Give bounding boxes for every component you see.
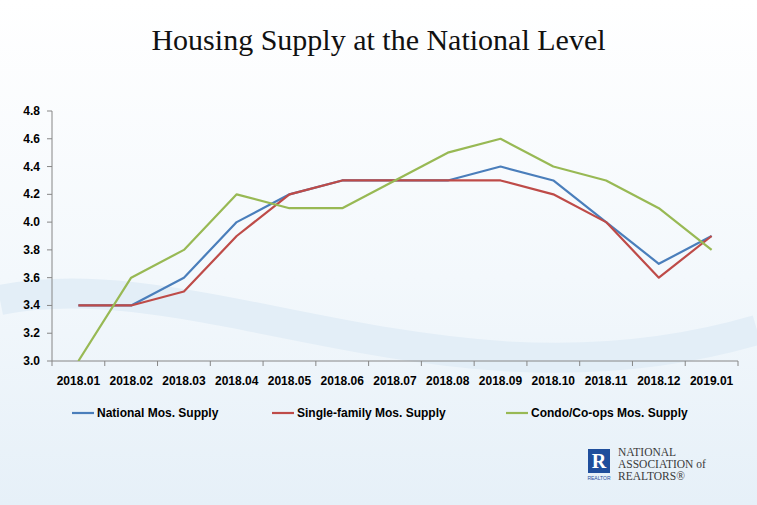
logo-mark: R	[592, 450, 607, 472]
y-tick	[47, 194, 52, 195]
legend-swatch	[272, 412, 294, 414]
series-group	[78, 139, 711, 361]
y-tick	[47, 277, 52, 278]
y-tick	[47, 166, 52, 167]
series-line	[78, 139, 711, 361]
x-tick	[315, 361, 316, 366]
y-tick-label: 3.2	[23, 326, 40, 340]
legend-swatch	[506, 412, 528, 414]
legend-swatch	[72, 412, 94, 414]
logo-text: REALTORS®	[618, 470, 685, 482]
y-tick-label: 4.6	[23, 132, 40, 146]
x-tick-label: 2018.09	[479, 374, 523, 388]
y-tick-label: 3.4	[23, 298, 40, 312]
y-tick-label: 3.0	[23, 354, 40, 368]
y-tick-label: 3.8	[23, 243, 40, 257]
y-tick	[47, 305, 52, 306]
x-tick	[368, 361, 369, 366]
logo-text: ASSOCIATION of	[618, 458, 706, 470]
y-tick	[47, 333, 52, 334]
y-tick-label: 4.0	[23, 215, 40, 229]
y-tick-label: 4.4	[23, 160, 40, 174]
x-tick-label: 2018.11	[585, 374, 628, 388]
x-tick	[263, 361, 264, 366]
series-line	[78, 167, 711, 306]
page: {"chart_data": {"type": "line", "title":…	[0, 0, 757, 505]
x-tick	[52, 361, 53, 366]
x-tick	[579, 361, 580, 366]
y-tick	[47, 138, 52, 139]
x-axis	[52, 361, 738, 362]
x-tick	[104, 361, 105, 366]
legend-label: National Mos. Supply	[97, 406, 219, 420]
x-tick	[474, 361, 475, 366]
y-tick	[47, 111, 52, 112]
series-line	[78, 180, 711, 305]
x-tick	[526, 361, 527, 366]
y-tick	[47, 222, 52, 223]
background	[0, 0, 757, 505]
x-tick	[632, 361, 633, 366]
x-tick-label: 2018.12	[637, 374, 681, 388]
x-tick	[210, 361, 211, 366]
chart: Housing Supply at the National Level 3.0 3…	[0, 0, 757, 505]
y-tick-label: 4.2	[23, 187, 40, 201]
x-tick	[421, 361, 422, 366]
y-tick-label: 4.8	[23, 104, 40, 118]
logo-text: NATIONAL	[618, 446, 676, 458]
x-tick-label: 2018.07	[373, 374, 417, 388]
x-tick-label: 2018.06	[321, 374, 365, 388]
legend-label: Condo/Co-ops Mos. Supply	[531, 406, 688, 420]
y-tick-label: 3.6	[23, 271, 40, 285]
logo-mark-caption: REALTOR	[587, 475, 611, 481]
y-tick	[47, 249, 52, 250]
x-tick-label: 2019.01	[690, 374, 734, 388]
x-tick	[157, 361, 158, 366]
x-tick-label: 2018.05	[268, 374, 312, 388]
y-tick	[47, 361, 52, 362]
x-tick-label: 2018.10	[532, 374, 576, 388]
x-tick-label: 2018.02	[109, 374, 153, 388]
logo: R REALTOR NATIONALASSOCIATION ofREALTORS®	[587, 446, 706, 482]
x-tick-label: 2018.08	[426, 374, 470, 388]
title: Housing Supply at the National Level	[151, 23, 605, 56]
bg-swoosh	[0, 293, 757, 357]
x-tick-label: 2018.03	[162, 374, 206, 388]
x-tick-label: 2018.01	[57, 374, 101, 388]
x-tick	[685, 361, 686, 366]
x-tick-label: 2018.04	[215, 374, 259, 388]
logo-mark-box	[588, 449, 610, 473]
x-tick-end	[738, 361, 739, 366]
y-axis	[52, 111, 53, 361]
legend-label: Single-family Mos. Supply	[297, 406, 446, 420]
